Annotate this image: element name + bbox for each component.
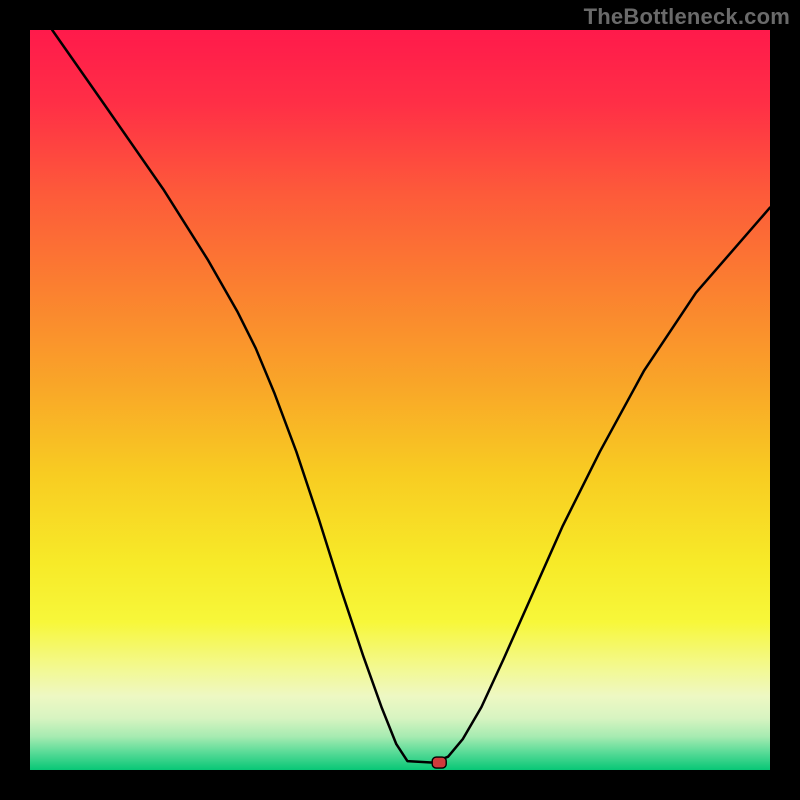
bottleneck-chart (0, 0, 800, 800)
source-watermark: TheBottleneck.com (584, 4, 790, 30)
plot-background (30, 30, 770, 770)
optimum-marker (432, 757, 446, 768)
